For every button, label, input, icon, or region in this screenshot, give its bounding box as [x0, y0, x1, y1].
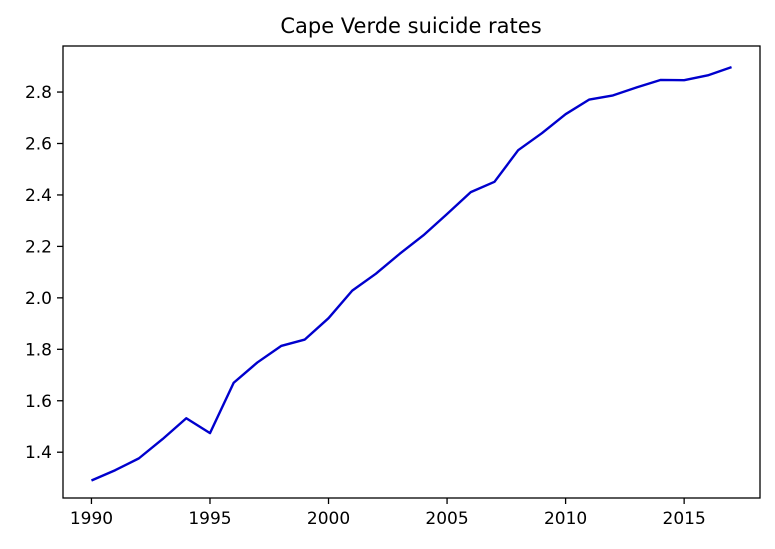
- x-axis-ticks: 1990 1995 2000 2005 2010 2015: [70, 498, 706, 529]
- y-tick-label: 2.4: [25, 186, 52, 206]
- y-tick-label: 2.0: [25, 289, 52, 309]
- x-tick-label: 2015: [663, 509, 706, 529]
- y-tick-label: 1.8: [25, 340, 52, 360]
- y-tick-label: 1.6: [25, 392, 52, 412]
- y-axis-ticks: 1.4 1.6 1.8 2.0 2.2 2.4 2.6 2.8: [25, 83, 63, 463]
- chart-title: Cape Verde suicide rates: [280, 14, 541, 38]
- y-tick-label: 2.2: [25, 237, 52, 257]
- x-tick-label: 2005: [425, 509, 468, 529]
- suicide-rate-line: [90, 65, 732, 482]
- plot-frame: [62, 45, 761, 499]
- x-tick-label: 2010: [544, 509, 587, 529]
- x-tick-label: 1995: [188, 509, 231, 529]
- y-tick-label: 2.8: [25, 83, 52, 103]
- y-tick-label: 1.4: [25, 443, 52, 463]
- x-tick-label: 1990: [70, 509, 113, 529]
- y-tick-label: 2.6: [25, 135, 52, 155]
- x-tick-label: 2000: [307, 509, 350, 529]
